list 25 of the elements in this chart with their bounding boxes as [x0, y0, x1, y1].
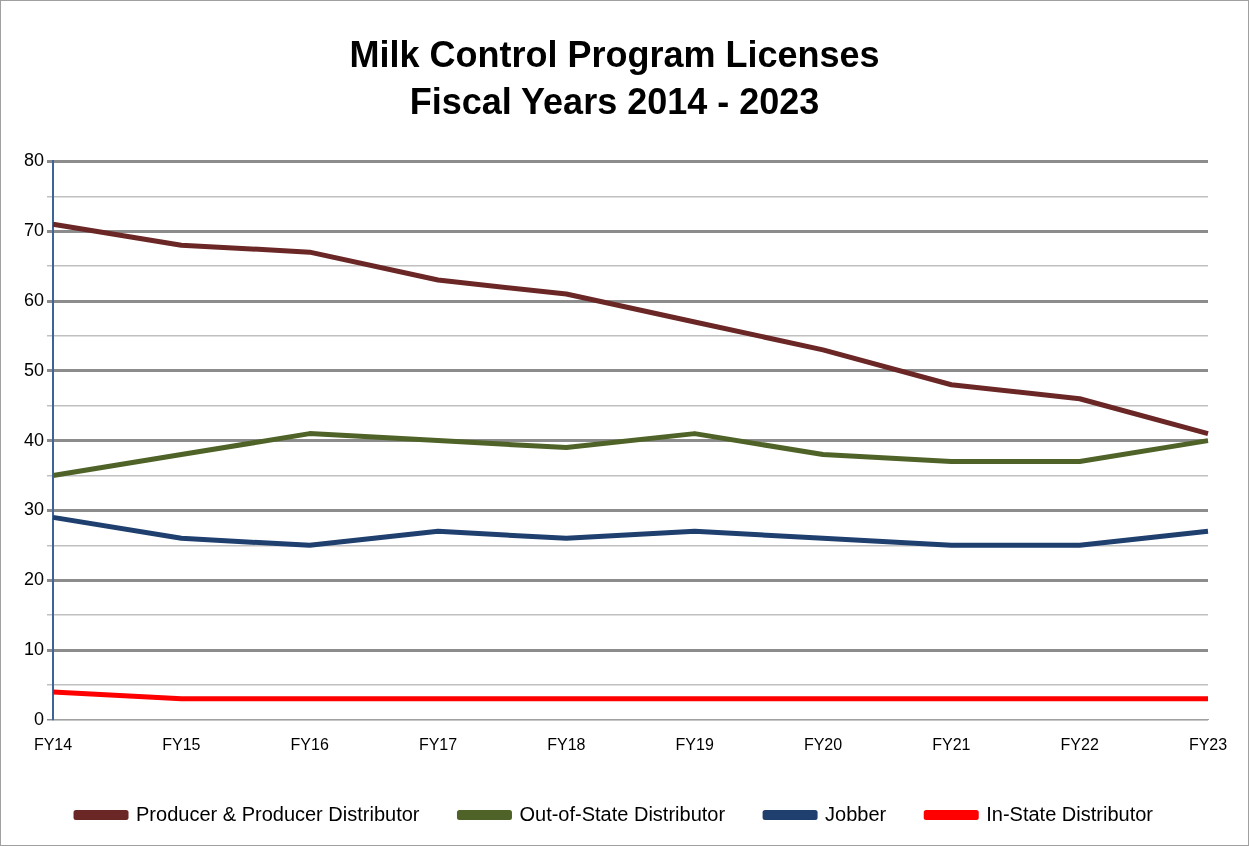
x-tick-label: FY16 — [290, 735, 329, 753]
x-tick-label: FY20 — [803, 735, 843, 753]
y-tick-label: 80 — [23, 150, 45, 171]
x-tick-label: FY23 — [1188, 735, 1228, 753]
legend-label: Producer & Producer Distributor — [136, 802, 420, 825]
x-tick-label: FY18 — [547, 735, 586, 753]
y-tick-label: 50 — [23, 359, 45, 380]
x-tick-label: FY17 — [418, 735, 458, 753]
x-tick-label: FY14 — [33, 735, 73, 753]
legend-label: In-State Distributor — [986, 802, 1154, 825]
y-tick-label: 20 — [23, 569, 45, 590]
legend-label: Jobber — [825, 802, 887, 825]
y-tick-label: 40 — [23, 429, 45, 450]
chart-title: Milk Control Program Licenses — [349, 33, 880, 75]
legend-label: Out-of-State Distributor — [519, 802, 726, 825]
x-tick-label: FY21 — [932, 735, 971, 753]
y-tick-label: 0 — [34, 708, 45, 729]
y-tick-label: 30 — [23, 499, 45, 520]
y-tick-label: 60 — [23, 289, 45, 310]
y-tick-label: 70 — [23, 220, 45, 241]
chart-subtitle: Fiscal Years 2014 - 2023 — [409, 80, 820, 122]
x-tick-label: FY15 — [162, 735, 201, 753]
x-tick-label: FY22 — [1060, 735, 1099, 753]
y-tick-label: 10 — [23, 638, 45, 659]
x-tick-label: FY19 — [675, 735, 714, 753]
